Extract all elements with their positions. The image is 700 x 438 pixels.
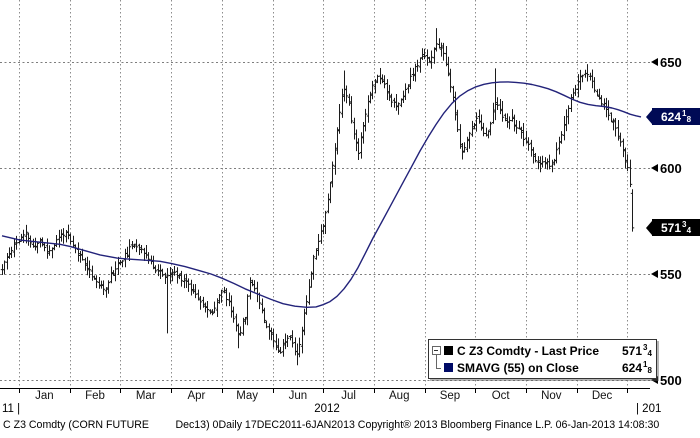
- month-label-jun: Jun: [288, 390, 308, 402]
- month-label-aug: Aug: [389, 390, 410, 402]
- month-label-feb: Feb: [85, 390, 105, 402]
- tick-arrow-icon: [651, 376, 658, 384]
- month-label-apr: Apr: [187, 390, 206, 402]
- year-label-2011: 11 |: [2, 403, 21, 415]
- month-label-sep: Sep: [439, 390, 461, 402]
- month-label-dec: Dec: [591, 390, 613, 402]
- y-axis-tick-label: 550: [651, 266, 682, 282]
- month-label-nov: Nov: [541, 390, 562, 402]
- y-axis-tick-label: 650: [651, 54, 682, 70]
- month-label-jul: Jul: [341, 390, 356, 402]
- last-price-swatch-icon: [444, 346, 453, 355]
- smavg-swatch-icon: [444, 363, 453, 372]
- x-axis-year-row: 11 | 2012 | 201: [0, 403, 700, 417]
- tick-arrow-icon: [651, 270, 658, 278]
- month-label-jan: Jan: [35, 390, 54, 402]
- month-label-mar: Mar: [135, 390, 156, 402]
- tag-pointer-icon: [646, 109, 652, 124]
- smavg-line: [1, 81, 642, 308]
- tick-arrow-icon: [651, 58, 658, 66]
- legend-tree-icon[interactable]: [432, 346, 442, 372]
- ohlc-bars: [0, 28, 635, 366]
- legend-label: SMAVG (55) on Close: [457, 360, 579, 375]
- y-axis-tick-label: 500: [651, 372, 682, 388]
- chart-footer-text: C Z3 Comdty (CORN FUTURE Dec13) 0Daily 1…: [3, 419, 660, 431]
- month-label-oct: Oct: [491, 390, 510, 402]
- year-label-2012: 2012: [314, 403, 340, 415]
- tick-arrow-icon: [651, 164, 658, 172]
- chart-canvas[interactable]: [0, 0, 650, 394]
- legend-label: C Z3 Comdty - Last Price: [457, 343, 600, 358]
- tag-pointer-icon: [646, 220, 652, 235]
- year-label-2013: | 201: [636, 403, 662, 415]
- smavg-tag-value: 624: [660, 109, 682, 124]
- month-label-may: May: [236, 390, 258, 402]
- price-chart-plot-area[interactable]: [0, 0, 650, 394]
- y-axis-tick-label: 600: [651, 160, 682, 176]
- last-price-tag-value: 571: [660, 220, 682, 235]
